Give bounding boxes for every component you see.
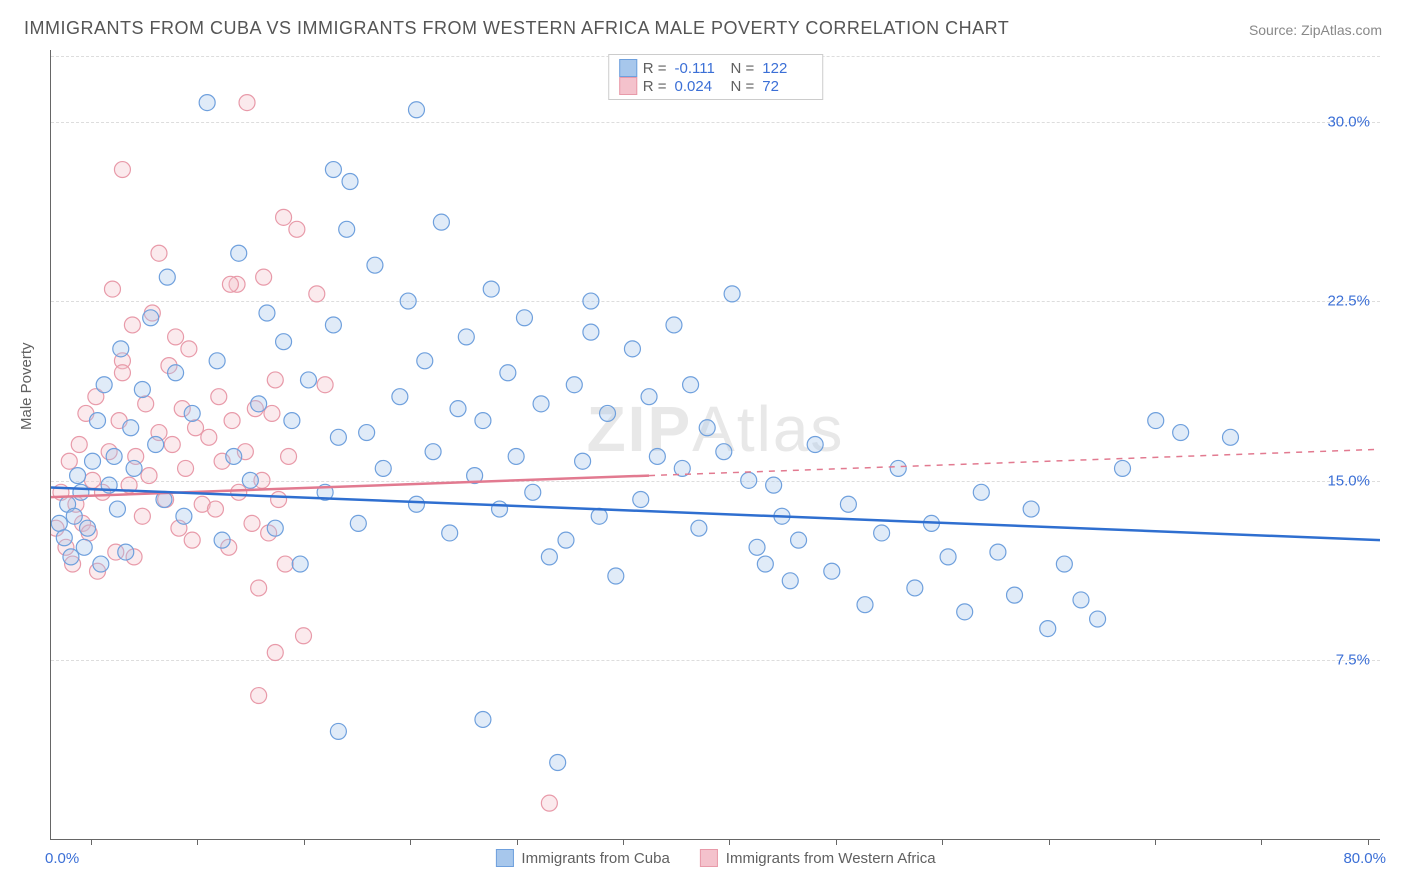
n-label: N = bbox=[731, 60, 755, 77]
n-label: N = bbox=[731, 78, 755, 95]
source-attribution: Source: ZipAtlas.com bbox=[1249, 22, 1382, 38]
correlation-legend: R = -0.111 N = 122 R = 0.024 N = 72 bbox=[608, 54, 824, 100]
series-legend: Immigrants from Cuba Immigrants from Wes… bbox=[495, 849, 935, 867]
r-label: R = bbox=[643, 60, 667, 77]
legend-item-cuba: Immigrants from Cuba bbox=[495, 849, 669, 867]
n-value-cuba: 122 bbox=[762, 60, 812, 77]
x-axis-max-label: 80.0% bbox=[1343, 850, 1386, 867]
legend-label-cuba: Immigrants from Cuba bbox=[521, 850, 669, 867]
r-value-wafrica: 0.024 bbox=[675, 78, 725, 95]
chart-title: IMMIGRANTS FROM CUBA VS IMMIGRANTS FROM … bbox=[24, 18, 1009, 39]
r-label: R = bbox=[643, 78, 667, 95]
legend-row-cuba: R = -0.111 N = 122 bbox=[619, 59, 813, 77]
x-axis-min-label: 0.0% bbox=[45, 850, 79, 867]
swatch-wafrica-bottom bbox=[700, 849, 718, 867]
scatter-svg bbox=[51, 50, 1380, 839]
swatch-cuba bbox=[619, 59, 637, 77]
r-value-cuba: -0.111 bbox=[675, 60, 725, 77]
legend-row-wafrica: R = 0.024 N = 72 bbox=[619, 77, 813, 95]
n-value-wafrica: 72 bbox=[762, 78, 812, 95]
y-axis-label: Male Poverty bbox=[18, 342, 35, 430]
legend-label-wafrica: Immigrants from Western Africa bbox=[726, 850, 936, 867]
swatch-wafrica bbox=[619, 77, 637, 95]
legend-item-wafrica: Immigrants from Western Africa bbox=[700, 849, 936, 867]
swatch-cuba-bottom bbox=[495, 849, 513, 867]
plot-area: ZIPAtlas 7.5%15.0%22.5%30.0% 0.0% 80.0% … bbox=[50, 50, 1380, 840]
